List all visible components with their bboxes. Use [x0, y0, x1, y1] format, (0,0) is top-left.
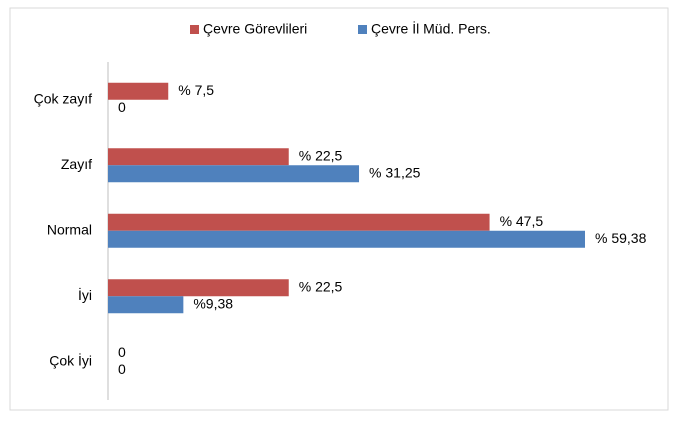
data-label: %9,38: [193, 295, 233, 311]
data-label: % 7,5: [178, 82, 214, 98]
data-label: % 22,5: [299, 147, 343, 163]
bar: [108, 165, 360, 183]
data-label: % 47,5: [500, 213, 544, 229]
data-label: 0: [118, 361, 126, 377]
legend-label: Çevre İl Müd. Pers.: [371, 20, 491, 37]
data-label: % 59,38: [595, 230, 647, 246]
data-label: 0: [118, 344, 126, 360]
bar: [108, 82, 169, 100]
data-label: 0: [118, 99, 126, 115]
legend-swatch: [358, 25, 367, 34]
data-label: % 22,5: [299, 278, 343, 294]
y-tick-label: Çok İyi: [49, 351, 92, 368]
y-tick-label: Normal: [47, 221, 92, 237]
bar: [108, 279, 289, 297]
bar: [108, 296, 184, 314]
bar: [108, 148, 289, 166]
legend-label: Çevre Görevlileri: [203, 21, 307, 37]
y-tick-label: Çok zayıf: [34, 90, 92, 106]
bar: [108, 213, 490, 231]
legend-swatch: [190, 25, 199, 34]
bar: [108, 230, 585, 248]
y-tick-label: Zayıf: [61, 156, 92, 172]
chart-frame: [9, 7, 669, 411]
y-tick-label: İyi: [78, 286, 92, 303]
data-label: % 31,25: [369, 164, 421, 180]
